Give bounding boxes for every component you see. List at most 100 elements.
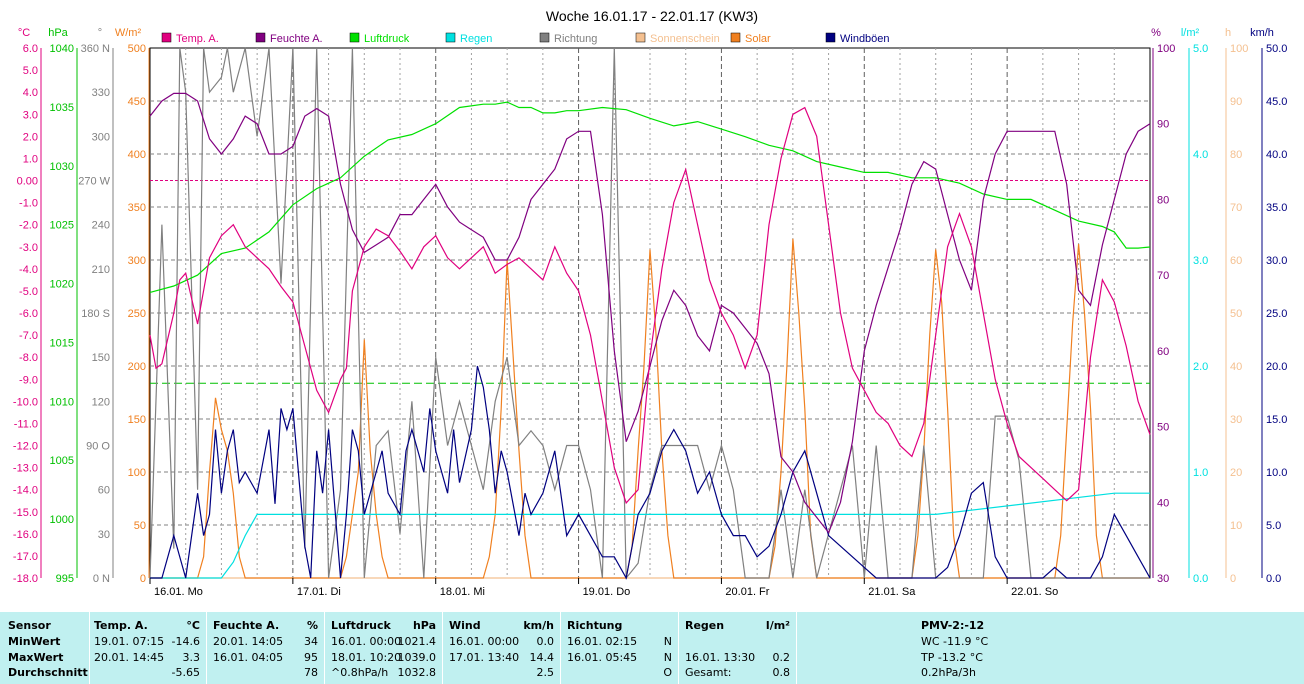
stats-pmv-header: PMV-2:-12 [921, 619, 985, 632]
stats-wind-min_time: 16.01. 00:00 [449, 635, 520, 648]
temp-axis-unit: °C [18, 27, 30, 39]
legend-item[interactable]: Solar [730, 32, 771, 45]
stats-row: 0.8 [679, 665, 796, 680]
legend-item[interactable]: Sonnenschein [635, 32, 720, 45]
temp-tick-label: -15.0 [13, 507, 38, 519]
temp-tick-label: -17.0 [13, 551, 38, 563]
grid-lines [150, 48, 1150, 578]
stats-direction-min_time: 16.01. 02:15 [567, 635, 638, 648]
stats-wind-header: Wind [449, 619, 481, 632]
stats-row: 1039.0 [325, 650, 442, 665]
stats-row: Luftdruck [325, 618, 442, 633]
stats-temp-header: Temp. A. [94, 619, 148, 632]
stats-row: ^0.8hPa/h [325, 665, 442, 680]
direction-axis-unit: ° [98, 27, 102, 39]
solar-tick-label: 100 [128, 467, 146, 479]
sunshine-tick-label: 50 [1230, 308, 1242, 320]
direction-tick-label: 300 [92, 131, 110, 143]
temp-tick-label: -12.0 [13, 441, 38, 453]
stats-rain-max_val: 0.2 [772, 651, 791, 664]
temp-tick-label: -11.0 [14, 418, 38, 430]
legend-label: Solar [745, 33, 771, 45]
sunshine-tick-label: 90 [1230, 96, 1242, 108]
humidity-tick-label: 100 [1157, 43, 1175, 55]
stats-temp-max_time: 20.01. 14:45 [94, 651, 165, 664]
series-line-direction [149, 47, 1150, 580]
stats-humidity-max_time: 16.01. 04:05 [213, 651, 284, 664]
stats-pmv-windchill: WC -11.9 °C [921, 635, 989, 648]
stats-row: 0.2 [679, 650, 796, 665]
direction-tick-label: 270 W [78, 176, 110, 188]
x-day-label: 16.01. Mo [154, 586, 203, 598]
sunshine-tick-label: 60 [1230, 255, 1242, 267]
wind-tick-label: 20.0 [1266, 361, 1287, 373]
stats-rain-avg_val: 0.8 [772, 666, 791, 679]
rain-axis-unit: l/m² [1181, 27, 1200, 39]
temp-tick-label: -9.0 [19, 374, 38, 386]
stats-pressure-avg_time: ^0.8hPa/h [331, 666, 389, 679]
series-line-rain [150, 492, 1150, 579]
legend-item[interactable]: Windböen [825, 32, 890, 45]
legend-item[interactable]: Luftdruck [349, 32, 410, 45]
pressure-axis-unit: hPa [48, 27, 68, 39]
x-day-label: 20.01. Fr [725, 586, 769, 598]
direction-tick-label: 330 [92, 87, 110, 99]
stats-row: Feuchte A. [207, 618, 324, 633]
pressure-tick-label: 1035 [50, 102, 74, 114]
humidity-tick-label: 80 [1157, 194, 1169, 206]
stats-temp-min_time: 19.01. 07:15 [94, 635, 165, 648]
stats-row: 1032.8 [325, 665, 442, 680]
pressure-tick-label: 1030 [50, 161, 74, 173]
stats-row: 16.01. 02:15 [561, 634, 678, 649]
stats-direction-max_time: 16.01. 05:45 [567, 651, 638, 664]
temp-tick-label: 1.0 [23, 153, 38, 165]
stats-pressure-min_time: 16.01. 00:00 [331, 635, 402, 648]
solar-tick-label: 450 [128, 96, 146, 108]
legend-swatch [445, 32, 456, 43]
stats-direction-max_val: N [663, 651, 672, 664]
series-line-solar [150, 238, 1150, 579]
stats-rain-avg_time: Gesamt: [685, 666, 732, 679]
sunshine-tick-label: 80 [1230, 149, 1242, 161]
legend-item[interactable]: Richtung [539, 32, 597, 45]
temp-tick-label: -7.0 [19, 330, 38, 342]
temp-tick-label: 6.0 [23, 43, 38, 55]
pressure-tick-label: 995 [56, 573, 74, 585]
legend-label: Richtung [554, 33, 597, 45]
legend[interactable]: Temp. A. Feuchte A. Luftdruck Regen Richtung… [161, 32, 890, 45]
stats-col-wind: Wind km/h 16.01. 00:00 0.0 17.01. 13:40 14.4 2… [442, 612, 560, 684]
stats-row: O [561, 665, 678, 680]
series-layer [149, 47, 1151, 580]
sunshine-tick-label: 40 [1230, 361, 1242, 373]
x-day-label: 21.01. Sa [868, 586, 916, 598]
pressure-tick-label: 1005 [50, 455, 74, 467]
stats-col-pmv: PMV-2:-12 WC -11.9 °C TP -13.2 °C 0.2hPa… [796, 612, 1304, 684]
legend-label: Feuchte A. [270, 33, 323, 45]
stats-row: 14.4 [443, 650, 560, 665]
stats-col-direction: Richtung 16.01. 02:15 N 16.01. 05:45 N O [560, 612, 678, 684]
rain-tick-label: 3.0 [1193, 255, 1208, 267]
wind-tick-label: 40.0 [1266, 149, 1287, 161]
legend-item[interactable]: Regen [445, 32, 492, 45]
pressure-tick-label: 1010 [50, 396, 74, 408]
stats-row: Temp. A. [90, 618, 206, 633]
direction-tick-label: 210 [92, 264, 110, 276]
legend-item[interactable]: Temp. A. [161, 32, 219, 45]
direction-tick-label: 60 [98, 485, 110, 497]
stats-row: 20.01. 14:45 [90, 650, 206, 665]
stats-wind-max_val: 14.4 [529, 651, 555, 664]
stats-humidity-min_time: 20.01. 14:05 [213, 635, 284, 648]
temp-tick-label: -2.0 [19, 220, 38, 232]
stats-col-pressure: Luftdruck hPa 16.01. 00:00 1021.4 18.01. 10:… [324, 612, 442, 684]
direction-tick-label: 0 N [93, 573, 110, 585]
solar-tick-label: 400 [128, 149, 146, 161]
stats-pressure-min_val: 1021.4 [397, 635, 437, 648]
legend-item[interactable]: Feuchte A. [255, 32, 323, 45]
sunshine-tick-label: 100 [1230, 43, 1248, 55]
stats-humidity-avg_val: 78 [304, 666, 318, 679]
stats-pressure-header: Luftdruck [331, 619, 391, 632]
stats-row: 16.01. 00:00 [443, 634, 560, 649]
stats-wind-min_val: 0.0 [536, 635, 555, 648]
solar-tick-label: 250 [128, 308, 146, 320]
stats-row: 3.3 [90, 650, 206, 665]
